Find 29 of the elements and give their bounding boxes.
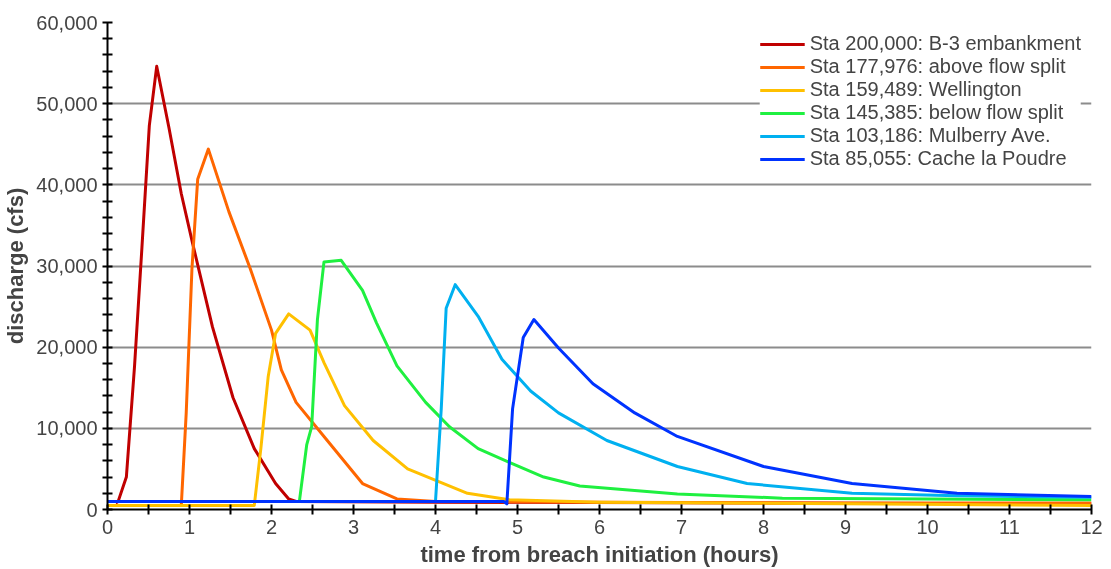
- legend-label: Sta 103,186: Mulberry Ave.: [809, 124, 1051, 147]
- y-tick-label: 60,000: [36, 11, 98, 34]
- x-tick-label: 0: [101, 515, 114, 538]
- x-tick-label: 10: [916, 515, 939, 538]
- x-tick-label: 6: [593, 515, 606, 538]
- legend-label: Sta 85,055: Cache la Poudre: [809, 147, 1067, 170]
- y-tick-label: 20,000: [36, 336, 98, 359]
- legend-label: Sta 145,385: below flow split: [809, 101, 1064, 124]
- y-tick-label: 50,000: [36, 92, 98, 115]
- x-tick-label: 12: [1080, 515, 1103, 538]
- y-tick-label: 10,000: [36, 417, 98, 440]
- y-tick-label: 30,000: [36, 255, 98, 277]
- x-tick-label: 7: [675, 515, 688, 538]
- y-axis-title: discharge (cfs): [3, 187, 29, 345]
- y-tick-label: 0: [86, 498, 98, 521]
- x-axis-title: time from breach initiation (hours): [420, 541, 779, 567]
- legend-label: Sta 200,000: B-3 embankment: [809, 32, 1081, 55]
- legend-label: Sta 177,976: above flow split: [809, 55, 1066, 78]
- x-tick-label: 11: [999, 515, 1020, 538]
- x-tick-label: 5: [511, 515, 524, 538]
- x-tick-label: 2: [265, 515, 278, 538]
- x-tick-label: 1: [183, 515, 196, 538]
- legend-label: Sta 159,489: Wellington: [809, 78, 1022, 101]
- y-tick-label: 40,000: [36, 173, 98, 196]
- x-tick-label: 4: [429, 515, 442, 538]
- x-tick-label: 8: [757, 515, 770, 538]
- x-tick-label: 3: [347, 515, 360, 538]
- x-tick-label: 9: [839, 515, 852, 538]
- line-series: [297, 258, 1092, 503]
